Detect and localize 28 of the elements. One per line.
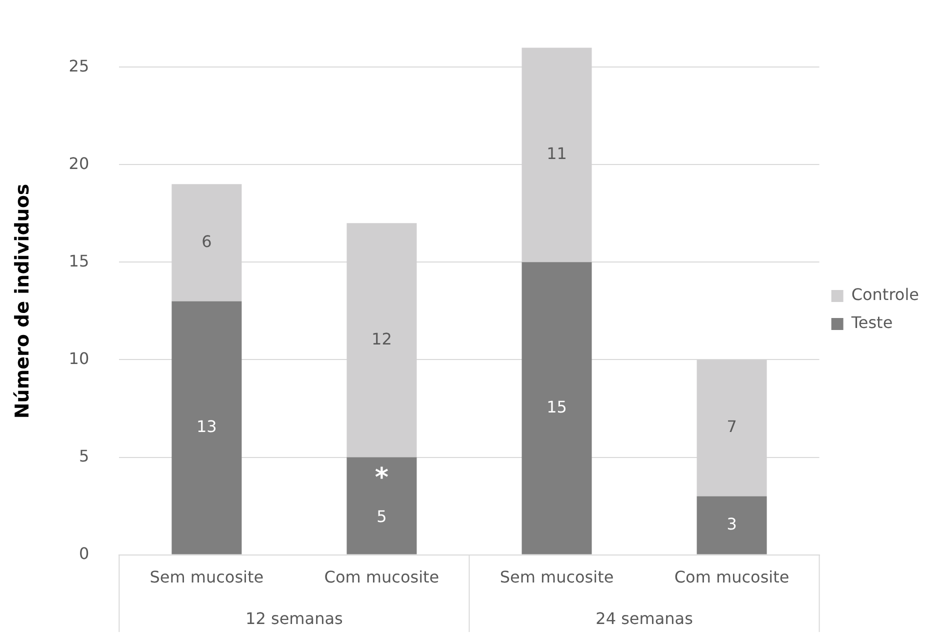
legend-label: Teste	[850, 313, 893, 332]
y-tick-label: 5	[78, 446, 90, 466]
data-label: 11	[546, 144, 567, 164]
x-tick-label: Sem mucosite	[500, 568, 614, 587]
data-label: 12	[372, 329, 392, 348]
bar	[172, 301, 242, 554]
text: 12 semanas	[246, 609, 343, 628]
x-tick-label: Com mucosite	[674, 568, 790, 587]
data-label: 7	[726, 417, 737, 436]
y-axis-title: Número de individuos	[11, 184, 34, 419]
text: 24 semanas	[596, 609, 693, 628]
data-label: 15	[546, 397, 567, 416]
x-tick-label: Sem mucosite	[150, 568, 264, 587]
data-label: 3	[726, 514, 737, 534]
bar	[346, 457, 417, 554]
y-tick-label: 15	[68, 251, 90, 270]
y-tick-label: 20	[68, 154, 90, 173]
y-tick-label: 10	[68, 348, 90, 368]
data-label: 5	[376, 506, 387, 526]
x-tick-label: Com mucosite	[324, 568, 440, 587]
data-label: 13	[196, 416, 217, 436]
y-tick-label: 0	[78, 544, 90, 563]
data-label: 6	[202, 232, 212, 251]
bar	[522, 262, 592, 554]
bar	[696, 496, 767, 554]
annotation: *	[374, 463, 389, 494]
y-tick-label: 25	[68, 56, 90, 76]
legend-label: Controle	[851, 285, 920, 304]
